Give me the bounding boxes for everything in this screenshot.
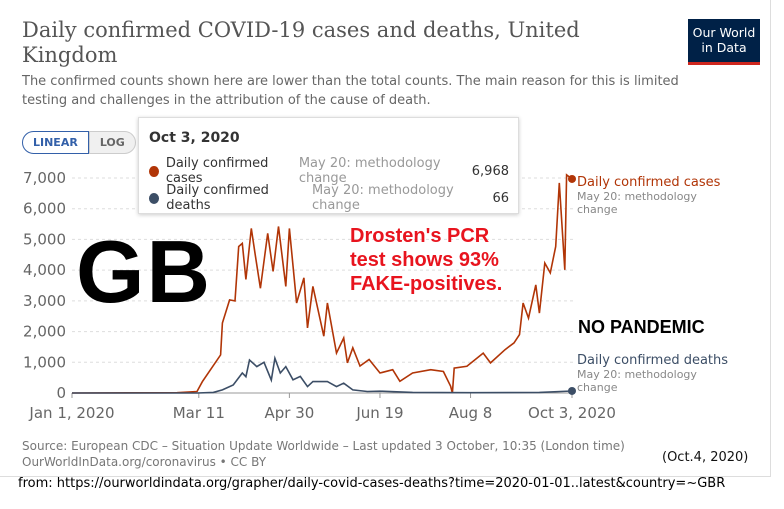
y-tick-label: 0	[56, 384, 66, 402]
deaths-label: Daily confirmed deaths	[577, 353, 729, 368]
source-note: Source: European CDC – Situation Update …	[22, 438, 625, 470]
deaths-dot-icon	[149, 192, 160, 204]
y-tick-label: 7,000	[23, 169, 66, 187]
tooltip-row-deaths: Daily confirmed deaths May 20: methodolo…	[149, 183, 509, 213]
tooltip-note: May 20: methodology change	[311, 183, 454, 213]
date-stamp: (Oct.4, 2020)	[662, 450, 749, 465]
source-text: Source: European CDC – Situation Update …	[22, 439, 625, 453]
logo-text: Our World in Data	[692, 25, 756, 55]
deaths-note: May 20: methodology change	[577, 368, 697, 394]
y-tick-label: 1,000	[23, 353, 66, 371]
source-link[interactable]: OurWorldInData.org/coronavirus • CC BY	[22, 455, 267, 469]
from-url: from: https://ourworldindata.org/grapher…	[18, 476, 726, 491]
y-tick-label: 2,000	[23, 323, 66, 341]
cases-note: May 20: methodology change	[577, 190, 697, 216]
x-tick-label: Jun 19	[355, 404, 403, 422]
cases-dot-icon	[149, 165, 159, 177]
y-tick-label: 4,000	[23, 261, 66, 279]
tooltip: Oct 3, 2020 Daily confirmed cases May 20…	[138, 117, 519, 214]
line-chart[interactable]: 0 1,000 2,000 3,000 4,000 5,000 6,000 7,000 Jan …	[0, 160, 784, 430]
log-button[interactable]: LOG	[88, 131, 136, 154]
y-tick-label: 3,000	[23, 292, 66, 310]
claim-line: FAKE-positives.	[350, 273, 503, 295]
x-tick-label: Jan 1, 2020	[28, 404, 114, 422]
claim-line: Drosten's PCR	[350, 225, 490, 247]
tooltip-value: 6,968	[471, 163, 509, 179]
x-tick-label: Mar 11	[173, 404, 225, 422]
x-tick-label: Apr 30	[264, 404, 314, 422]
chart-title: Daily confirmed COVID-19 cases and death…	[22, 18, 580, 67]
x-tick-label: Oct 3, 2020	[528, 404, 616, 422]
scale-toggle: LINEAR LOG	[22, 131, 136, 154]
tooltip-row-cases: Daily confirmed cases May 20: methodolog…	[149, 156, 509, 186]
deaths-series-label: Daily confirmed deaths May 20: methodolo…	[577, 353, 728, 394]
owid-logo[interactable]: Our World in Data	[688, 19, 760, 65]
chart-subtitle: The confirmed counts shown here are lowe…	[22, 74, 679, 108]
gb-annotation: GB	[76, 222, 212, 321]
claim-annotation: Drosten's PCR test shows 93% FAKE-positi…	[350, 224, 502, 296]
no-pandemic-annotation: NO PANDEMIC	[578, 317, 705, 337]
tooltip-date: Oct 3, 2020	[149, 130, 240, 146]
tooltip-value: 66	[492, 190, 509, 206]
cases-line	[71, 173, 573, 394]
tooltip-label: Daily confirmed deaths	[166, 183, 269, 213]
deaths-end-point	[568, 386, 576, 395]
tooltip-label: Daily confirmed cases	[165, 156, 269, 186]
chart-frame	[0, 0, 771, 477]
cases-end-point	[568, 174, 576, 183]
cases-series-label: Daily confirmed cases May 20: methodolog…	[577, 175, 720, 216]
linear-button[interactable]: LINEAR	[22, 131, 89, 154]
y-tick-label: 6,000	[23, 200, 66, 218]
deaths-line	[72, 355, 573, 394]
claim-line: test shows 93%	[350, 249, 499, 271]
x-tick-label: Aug 8	[449, 404, 493, 422]
tooltip-note: May 20: methodology change	[298, 156, 441, 186]
y-tick-label: 5,000	[23, 230, 66, 248]
cases-label: Daily confirmed cases	[577, 175, 721, 190]
